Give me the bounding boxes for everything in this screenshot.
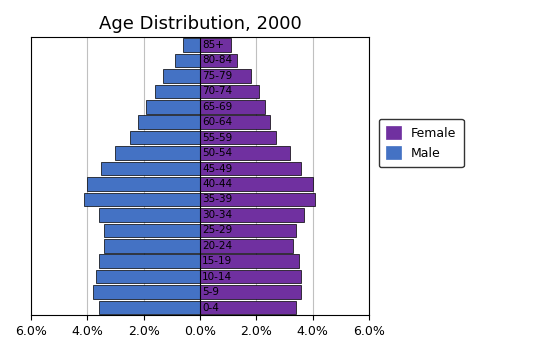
Bar [102,162,200,175]
Bar [200,285,301,299]
Bar [104,223,200,237]
Text: 35-39: 35-39 [202,195,233,204]
Text: 0-4: 0-4 [202,303,219,312]
Bar [200,54,237,67]
Text: 75-79: 75-79 [202,71,233,81]
Bar [200,115,270,129]
Bar [200,255,299,268]
Text: 85+: 85+ [202,40,224,50]
Text: 40-44: 40-44 [202,179,232,189]
Bar [200,85,259,98]
Bar [104,239,200,253]
Text: 80-84: 80-84 [202,55,232,66]
Text: 15-19: 15-19 [202,256,233,266]
Bar [200,38,231,52]
Bar [200,270,301,283]
Bar [116,146,200,160]
Bar [183,38,200,52]
Bar [96,270,200,283]
Bar [200,239,293,253]
Text: 45-49: 45-49 [202,163,233,174]
Text: 30-34: 30-34 [202,210,232,220]
Bar [163,69,200,83]
Bar [99,208,200,222]
Bar [200,100,264,114]
Bar [200,177,312,191]
Bar [200,131,276,144]
Bar [200,208,304,222]
Legend: Female, Male: Female, Male [378,119,464,167]
Title: Age Distribution, 2000: Age Distribution, 2000 [99,15,301,33]
Bar [175,54,200,67]
Bar [200,69,251,83]
Text: 55-59: 55-59 [202,133,233,143]
Bar [200,301,296,315]
Bar [200,162,301,175]
Bar [200,146,290,160]
Bar [138,115,200,129]
Bar [200,223,296,237]
Bar [87,177,200,191]
Bar [99,255,200,268]
Text: 70-74: 70-74 [202,86,232,96]
Text: 10-14: 10-14 [202,272,232,282]
Bar [155,85,200,98]
Text: 65-69: 65-69 [202,102,233,112]
Text: 50-54: 50-54 [202,148,232,158]
Text: 60-64: 60-64 [202,117,232,127]
Bar [84,193,200,206]
Text: 20-24: 20-24 [202,241,232,251]
Bar [129,131,200,144]
Bar [200,193,315,206]
Bar [93,285,200,299]
Text: 25-29: 25-29 [202,225,233,235]
Bar [99,301,200,315]
Text: 5-9: 5-9 [202,287,219,297]
Bar [146,100,200,114]
